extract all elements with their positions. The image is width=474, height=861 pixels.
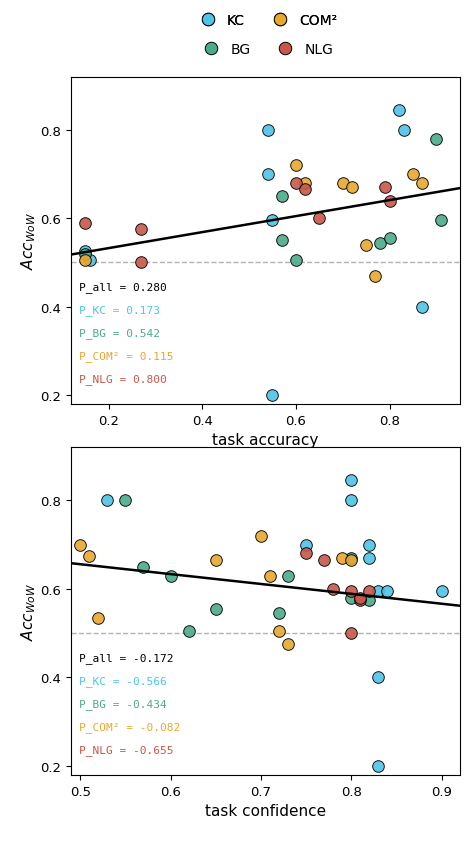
Point (400, 124, 407, 138)
Point (275, 607, 283, 621)
Point (383, 585, 391, 598)
Point (329, 582, 337, 596)
Point (292, 159, 300, 173)
Point (275, 624, 283, 638)
Point (347, 627, 355, 641)
Point (257, 530, 264, 543)
Point (269, 214, 276, 228)
Point (264, 168, 272, 182)
Point (137, 223, 145, 237)
Point (374, 671, 382, 684)
Point (365, 551, 373, 565)
Point (292, 177, 300, 190)
Point (264, 124, 272, 138)
Point (212, 554, 219, 567)
Point (395, 104, 403, 118)
Text: P_all = 0.280: P_all = 0.280 (79, 282, 167, 293)
Point (269, 389, 276, 403)
X-axis label: task accuracy: task accuracy (212, 433, 319, 448)
Text: P_BG = 0.542: P_BG = 0.542 (79, 328, 160, 338)
X-axis label: task confidence: task confidence (205, 803, 326, 818)
Point (86, 254, 94, 268)
Point (292, 254, 300, 268)
Text: P_KC = -0.566: P_KC = -0.566 (79, 675, 167, 686)
Legend: KC, COM²: KC, COM² (188, 9, 343, 34)
Point (374, 759, 382, 773)
Text: P_NLG = -0.655: P_NLG = -0.655 (79, 744, 173, 755)
Point (82, 216, 89, 230)
Point (278, 190, 286, 204)
Point (347, 551, 355, 565)
Point (316, 212, 323, 226)
Point (302, 547, 310, 561)
Point (301, 183, 309, 197)
Point (266, 569, 274, 583)
Point (278, 234, 286, 248)
Point (347, 474, 355, 488)
Point (356, 593, 364, 607)
Point (365, 593, 373, 607)
Point (185, 624, 192, 638)
Point (82, 247, 89, 261)
Point (82, 254, 89, 268)
Y-axis label: $\mathit{Acc}$$_{\mathit{WoW}}$: $\mathit{Acc}$$_{\mathit{WoW}}$ (19, 582, 37, 641)
Text: P_COM² = 0.115: P_COM² = 0.115 (79, 350, 173, 362)
Point (356, 592, 364, 605)
Point (94, 611, 102, 625)
Point (338, 551, 346, 565)
Text: P_NLG = 0.800: P_NLG = 0.800 (79, 374, 167, 385)
Point (348, 181, 356, 195)
Point (339, 177, 346, 190)
Point (137, 257, 145, 270)
Point (167, 569, 174, 583)
Point (76, 538, 84, 552)
Point (437, 214, 445, 228)
Text: P_all = -0.172: P_all = -0.172 (79, 652, 173, 663)
Point (376, 237, 384, 251)
Point (347, 592, 355, 605)
Point (433, 133, 440, 146)
Point (372, 269, 379, 283)
Point (301, 177, 309, 190)
Y-axis label: $\mathit{Acc}$$_{\mathit{WoW}}$: $\mathit{Acc}$$_{\mathit{WoW}}$ (19, 212, 37, 270)
Point (419, 177, 426, 190)
Point (438, 585, 446, 598)
Point (103, 494, 111, 508)
Point (386, 195, 393, 208)
Point (419, 300, 426, 314)
Point (284, 569, 292, 583)
Point (362, 238, 370, 252)
Point (121, 494, 129, 508)
Point (365, 585, 373, 598)
Point (284, 638, 292, 652)
Point (381, 181, 389, 195)
Point (212, 602, 219, 616)
Text: P_KC = 0.173: P_KC = 0.173 (79, 305, 160, 316)
Point (302, 538, 310, 552)
Point (140, 561, 147, 574)
Point (347, 554, 355, 567)
Point (365, 538, 373, 552)
Text: P_COM² = -0.082: P_COM² = -0.082 (79, 721, 180, 732)
Legend: BG, NLG: BG, NLG (191, 37, 339, 62)
Point (347, 494, 355, 508)
Point (85, 549, 93, 563)
Point (409, 168, 417, 182)
Point (320, 554, 328, 567)
Point (374, 585, 382, 598)
Point (82, 245, 89, 259)
Point (386, 232, 393, 245)
Point (347, 585, 355, 598)
Text: P_BG = -0.434: P_BG = -0.434 (79, 698, 167, 709)
